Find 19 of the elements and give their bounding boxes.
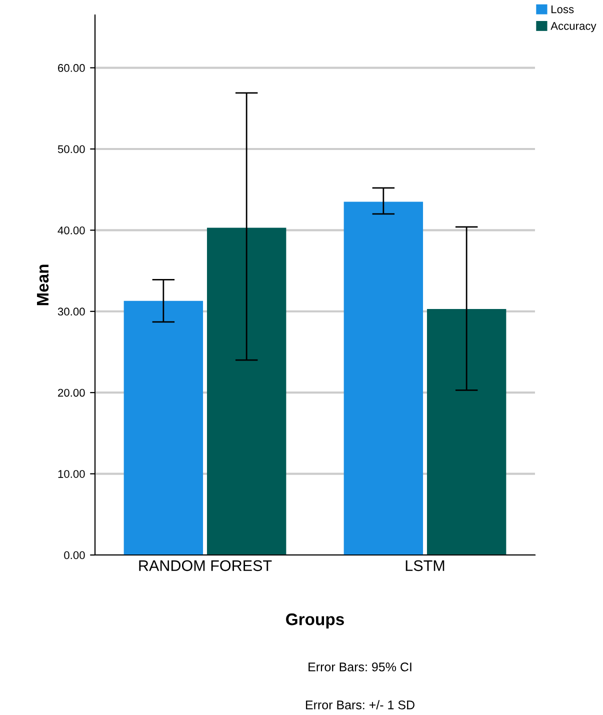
x-tick-label: LSTM [406, 560, 444, 572]
text: Error Bars: +/- 1 SD [306, 700, 414, 710]
y-tick-label: 50.00 [58, 145, 85, 154]
bar [344, 202, 424, 555]
y-tick-label: 20.00 [58, 388, 85, 397]
y-axis-title: Mean [36, 264, 49, 306]
x-axis-title: Groups [286, 613, 344, 629]
text: Error Bars: 95% CI [308, 662, 412, 672]
bar [124, 300, 204, 555]
y-tick-label: 40.00 [58, 226, 85, 234]
legend-label: Accuracy [550, 22, 596, 32]
y-tick-label: 60.00 [58, 64, 85, 72]
y-tick-label: 30.00 [58, 308, 85, 316]
y-tick-label: 10.00 [58, 470, 85, 478]
bar [426, 308, 506, 555]
bar [206, 228, 286, 555]
x-tick-label: RANDOM FOREST [139, 560, 272, 572]
legend-label: Loss [552, 5, 574, 14]
y-tick-label: 0.00 [64, 551, 85, 560]
